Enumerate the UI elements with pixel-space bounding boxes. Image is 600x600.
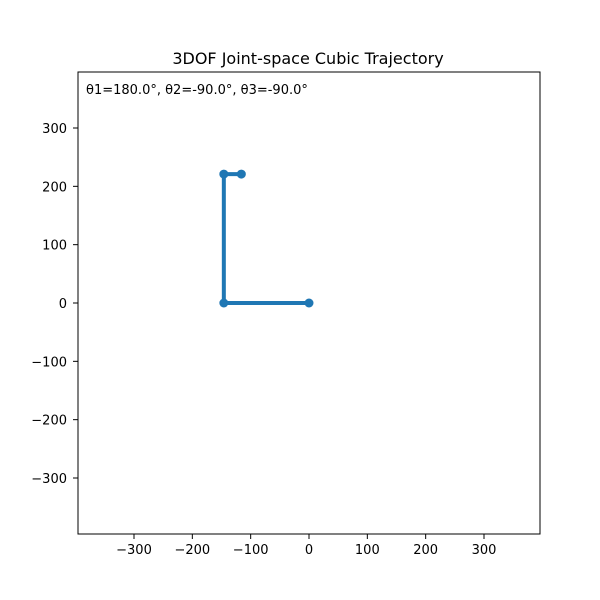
- joint-marker: [304, 298, 314, 308]
- joint-marker: [219, 298, 229, 308]
- x-tick-label: 0: [305, 543, 313, 558]
- joint-marker: [236, 169, 246, 179]
- y-tick-label: 100: [42, 239, 67, 254]
- x-tick-label: 300: [472, 543, 497, 558]
- angle-annotation: θ1=180.0°, θ2=-90.0°, θ3=-90.0°: [86, 83, 308, 98]
- chart-title: 3DOF Joint-space Cubic Trajectory: [172, 49, 443, 68]
- x-tick-label: −200: [174, 543, 210, 558]
- x-tick-label: −100: [233, 543, 269, 558]
- arm-link-line: [221, 172, 309, 305]
- x-tick-label: −300: [116, 543, 152, 558]
- x-tick-label: 200: [413, 543, 438, 558]
- plot-frame: [77, 71, 541, 535]
- series-layer: [219, 169, 314, 308]
- y-tick-label: 300: [42, 122, 67, 137]
- joint-marker: [219, 169, 229, 179]
- tick-layer: −300 −200 −100 0 100 200 300 −300 −200 −100 0 100 20…: [31, 122, 496, 558]
- x-tick-label: 100: [355, 543, 380, 558]
- y-tick-label: −200: [31, 414, 67, 429]
- y-tick-label: 0: [59, 297, 67, 312]
- y-tick-label: 200: [42, 180, 67, 195]
- y-tick-label: −100: [31, 355, 67, 370]
- y-tick-label: −300: [31, 472, 67, 487]
